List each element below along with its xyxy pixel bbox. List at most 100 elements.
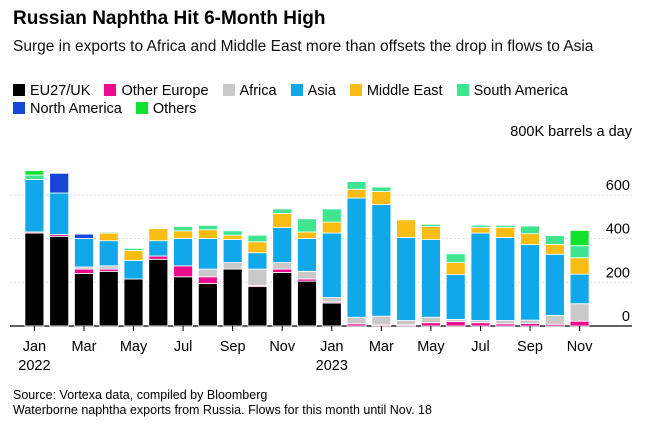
bar-segment-africa <box>272 262 293 270</box>
bar-stack <box>148 228 169 327</box>
bar-segment-asia <box>197 238 218 270</box>
legend-swatch <box>222 84 235 96</box>
bar-segment-asia <box>544 253 565 316</box>
bar-segment-asia <box>470 232 491 321</box>
bar-stack <box>297 218 317 327</box>
bar-segment-africa <box>346 316 367 325</box>
bar-segment-north-america <box>74 233 94 239</box>
chart-title: Russian Naphtha Hit 6-Month High <box>13 8 326 29</box>
bar-segment-asia <box>569 273 590 305</box>
source-note: Source: Vortexa data, compiled by Bloomb… <box>13 388 432 418</box>
bar-stack <box>98 231 119 327</box>
x-tick-label: Jan <box>23 339 46 355</box>
bar-segment-south-america <box>569 245 590 259</box>
bar-segment-asia <box>74 238 94 268</box>
bar-segment-eu27-uk <box>173 276 193 327</box>
bar-segment-eu27-uk <box>272 272 293 327</box>
x-tick-label: Jul <box>471 339 490 355</box>
bar-segment-middle-east <box>495 227 516 238</box>
legend-swatch <box>13 84 25 96</box>
bar-segment-asia <box>346 197 367 318</box>
bar-segment-middle-east <box>445 262 466 275</box>
bar-segment-middle-east <box>569 257 590 275</box>
bar-segment-other-europe <box>74 268 94 274</box>
legend-item-africa: Africa <box>222 82 277 100</box>
bar-segment-asia <box>421 239 441 318</box>
legend-swatch <box>349 84 362 96</box>
bar-segment-africa <box>197 268 218 278</box>
bar-stack <box>24 170 45 327</box>
x-tick-label: Sep <box>517 339 543 355</box>
bar-segment-asia <box>123 259 144 280</box>
bar-stack <box>49 172 70 327</box>
bar-stack <box>123 247 144 327</box>
bar-segment-asia <box>445 274 466 320</box>
bar-segment-south-america <box>544 235 565 245</box>
bar-segment-asia <box>371 204 392 317</box>
bar-segment-africa <box>98 265 119 270</box>
bar-segment-africa <box>495 320 516 325</box>
bar-stack <box>321 208 342 327</box>
legend-swatch <box>135 102 148 114</box>
bar-segment-other-europe <box>421 322 441 327</box>
bar-segment-other-europe <box>148 255 169 260</box>
bar-segment-asia <box>49 192 70 235</box>
bar-segment-other-europe <box>272 268 293 273</box>
bar-segment-middle-east <box>98 232 119 242</box>
legend-swatch <box>290 84 303 96</box>
bar-segment-middle-east <box>544 244 565 255</box>
bar-segment-africa <box>520 319 540 324</box>
bar-segment-africa <box>371 315 392 326</box>
legend-label: South America <box>473 83 568 99</box>
bar-segment-south-america <box>98 231 119 234</box>
bar-segment-asia <box>247 252 268 270</box>
bar-segment-africa <box>247 268 268 286</box>
footnote-line: Waterborne naphtha exports from Russia. … <box>13 403 432 417</box>
legend-item-asia: Asia <box>290 82 336 100</box>
bar-segment-north-america <box>49 172 70 194</box>
bar-segment-eu27-uk <box>197 282 218 327</box>
bar-segment-south-america <box>445 253 466 263</box>
bars <box>24 170 590 327</box>
bar-segment-middle-east <box>520 233 540 246</box>
bar-segment-other-europe <box>445 321 466 327</box>
x-tick-label: Sep <box>220 339 246 355</box>
x-tick-label: Nov <box>269 339 296 355</box>
bar-stack <box>222 230 243 327</box>
source-line: Source: Vortexa data, compiled by Bloomb… <box>13 388 268 402</box>
chart-subtitle: Surge in exports to Africa and Middle Ea… <box>13 38 594 55</box>
bar-segment-asia <box>297 238 317 272</box>
x-tick-label: Nov <box>567 339 594 355</box>
x-tick-label: May <box>120 339 148 355</box>
bar-stack <box>520 225 540 327</box>
bar-stack <box>495 224 516 327</box>
bar-segment-middle-east <box>321 221 342 234</box>
bar-segment-eu27-uk <box>123 278 144 327</box>
bar-segment-asia <box>98 240 119 267</box>
bar-segment-asia <box>24 179 45 233</box>
bar-segment-south-america <box>470 224 491 228</box>
bar-segment-eu27-uk <box>148 258 169 327</box>
bar-segment-middle-east <box>272 212 293 228</box>
bar-segment-south-america <box>247 234 268 243</box>
x-tick-year-label: 2022 <box>18 358 50 374</box>
bar-segment-other-europe <box>569 320 590 327</box>
bar-segment-south-america <box>371 186 392 192</box>
bar-stack <box>346 181 367 327</box>
bar-segment-middle-east <box>222 234 243 240</box>
legend-label: Africa <box>239 83 277 99</box>
y-tick-label: 0 <box>622 309 630 325</box>
bar-segment-south-america <box>24 174 45 180</box>
y-tick-label: 200 <box>606 265 630 281</box>
bar-segment-middle-east <box>470 227 491 234</box>
bar-segment-africa <box>396 320 417 326</box>
legend-label: Asia <box>307 83 336 99</box>
bar-segment-middle-east <box>173 230 193 239</box>
legend-label: North America <box>30 101 122 117</box>
bar-segment-south-america <box>321 208 342 223</box>
bar-segment-south-america <box>123 247 144 251</box>
legend-item-other-europe: Other Europe <box>104 82 209 100</box>
x-tick-label: Mar <box>369 339 394 355</box>
x-axis-ticks: Jan 2022 Mar May Jul Sep Nov Jan 2023 Mar May Jul Se… <box>18 326 593 374</box>
